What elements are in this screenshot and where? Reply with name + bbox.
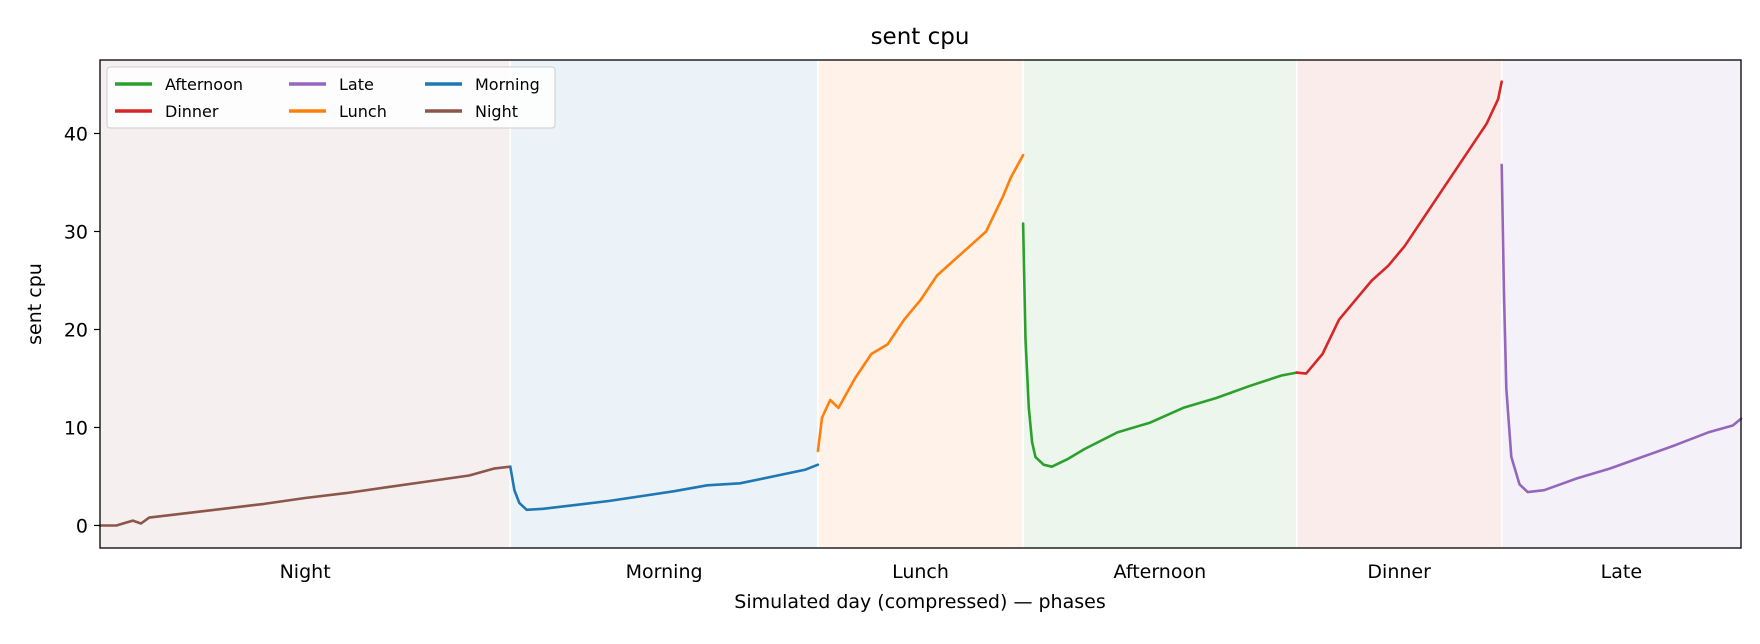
legend-label-night: Night [475, 102, 518, 121]
series-line-late [1500, 163, 1743, 494]
legend: Afternoon Dinner Late Lunch Morning Night [106, 66, 556, 129]
legend-label-late: Late [339, 75, 374, 94]
y-axis-label: sent cpu [24, 263, 46, 345]
legend-label-lunch: Lunch [339, 102, 387, 121]
y-tick-label: 10 [64, 417, 88, 439]
series-line-lunch [816, 153, 1025, 453]
phase-bands [100, 60, 1741, 548]
x-tick-label-dinner: Dinner [1367, 561, 1431, 583]
y-axis: 0 10 20 30 40 [64, 123, 100, 537]
y-tick-label: 40 [64, 123, 88, 145]
chart-title: sent cpu [871, 24, 970, 50]
phase-band-morning [510, 60, 818, 548]
x-tick-label-afternoon: Afternoon [1114, 561, 1207, 583]
y-tick-label: 30 [64, 221, 88, 243]
y-tick-label: 20 [64, 319, 88, 341]
plot-frame [99, 59, 1742, 549]
x-tick-label-lunch: Lunch [892, 561, 949, 583]
x-tick-label-late: Late [1601, 561, 1642, 583]
x-axis-label: Simulated day (compressed) — phases [734, 591, 1105, 613]
series-line-morning [508, 463, 820, 512]
phase-band-late [1501, 60, 1741, 548]
series-line-dinner [1295, 80, 1503, 375]
legend-label-dinner: Dinner [165, 102, 219, 121]
legend-label-morning: Morning [475, 75, 540, 94]
series-lines [98, 80, 1743, 527]
phase-band-afternoon [1023, 60, 1297, 548]
series-line-night [98, 465, 512, 527]
phase-band-lunch [817, 60, 1024, 548]
phase-band-night [100, 60, 511, 548]
x-tick-label-night: Night [280, 561, 331, 583]
x-tick-label-morning: Morning [626, 561, 703, 583]
series-line-afternoon [1021, 222, 1298, 469]
y-tick-label: 0 [76, 515, 88, 537]
phase-band-dinner [1296, 60, 1502, 548]
legend-label-afternoon: Afternoon [165, 75, 243, 94]
x-axis: Night Morning Lunch Afternoon Dinner Late [280, 561, 1642, 583]
